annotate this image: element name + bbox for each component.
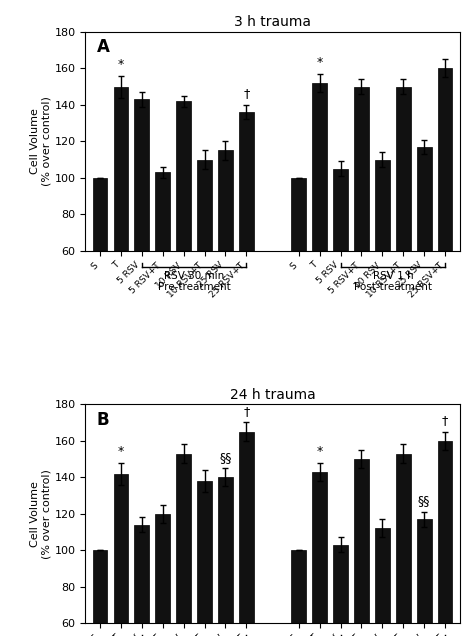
Text: †: † xyxy=(243,87,250,100)
Bar xyxy=(135,99,149,361)
Text: *: * xyxy=(317,445,323,458)
Text: *: * xyxy=(317,56,323,69)
Text: §§: §§ xyxy=(219,450,232,464)
Bar xyxy=(239,432,254,636)
Bar xyxy=(417,147,431,361)
Bar xyxy=(176,101,191,361)
Text: RSV 30 min: RSV 30 min xyxy=(164,271,224,281)
Bar xyxy=(114,474,128,636)
Bar xyxy=(135,525,149,636)
Text: B: B xyxy=(97,411,109,429)
Text: Post-treatment: Post-treatment xyxy=(354,282,432,292)
Bar xyxy=(197,160,212,361)
Bar xyxy=(292,178,306,361)
Bar xyxy=(239,112,254,361)
Text: †: † xyxy=(442,414,448,427)
Bar xyxy=(312,472,327,636)
Y-axis label: Cell Volume
(% over control): Cell Volume (% over control) xyxy=(30,469,52,558)
Bar xyxy=(375,160,390,361)
Text: *: * xyxy=(118,58,124,71)
Text: RSV 1 h: RSV 1 h xyxy=(373,271,413,281)
Bar xyxy=(417,519,431,636)
Y-axis label: Cell Volume
(% over control): Cell Volume (% over control) xyxy=(30,97,52,186)
Bar xyxy=(333,545,348,636)
Bar xyxy=(155,514,170,636)
Text: *: * xyxy=(118,445,124,458)
Bar xyxy=(438,441,453,636)
Text: Pre-treatment: Pre-treatment xyxy=(158,282,230,292)
Bar xyxy=(396,453,410,636)
Bar xyxy=(176,453,191,636)
Bar xyxy=(375,529,390,636)
Bar xyxy=(197,481,212,636)
Title: 24 h trauma: 24 h trauma xyxy=(230,388,315,402)
Bar xyxy=(333,169,348,361)
Bar xyxy=(114,86,128,361)
Bar xyxy=(155,172,170,361)
Bar xyxy=(354,459,369,636)
Bar xyxy=(312,83,327,361)
Text: †: † xyxy=(243,405,250,418)
Bar xyxy=(292,550,306,636)
Bar xyxy=(438,68,453,361)
Bar xyxy=(396,86,410,361)
Bar xyxy=(218,151,233,361)
Title: 3 h trauma: 3 h trauma xyxy=(234,15,311,29)
Bar xyxy=(92,178,107,361)
Text: A: A xyxy=(97,38,109,57)
Text: §§: §§ xyxy=(418,494,430,508)
Bar xyxy=(354,86,369,361)
Bar xyxy=(218,477,233,636)
Bar xyxy=(92,550,107,636)
